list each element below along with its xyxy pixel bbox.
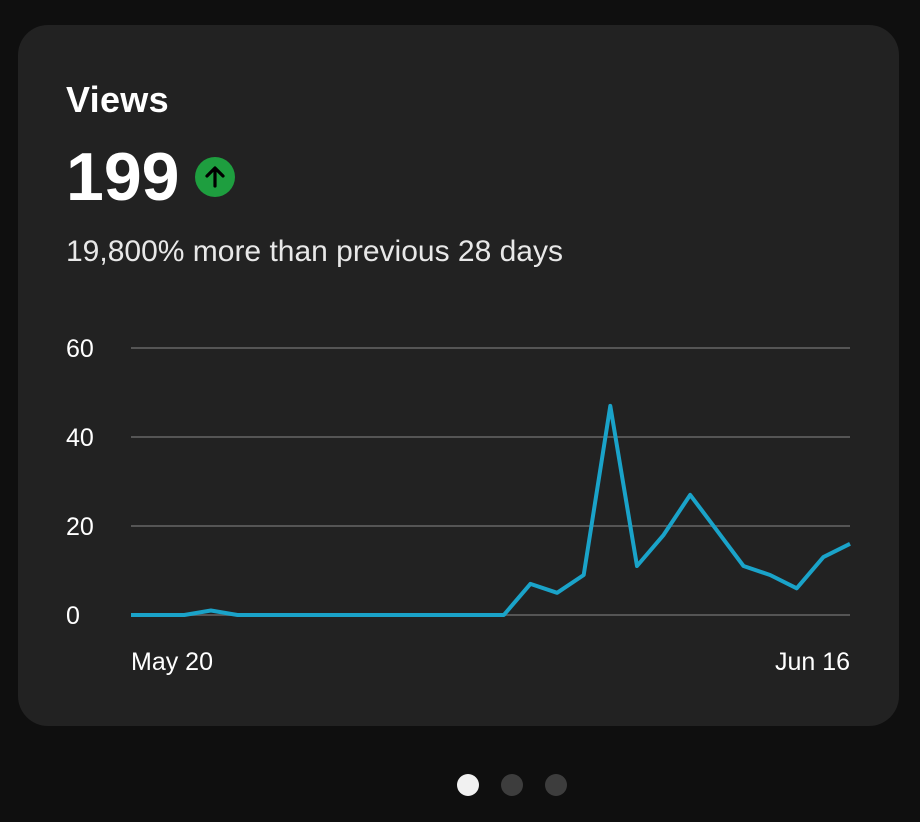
chart-series [131,403,851,617]
x-axis-labels: May 20 Jun 16 [131,648,850,676]
card-title: Views [66,79,169,120]
pagination-dots [457,774,567,796]
views-card[interactable]: Views 199 19,800% more than previous 28 … [18,25,899,726]
y-tick-label: 0 [66,602,80,630]
y-tick-label: 40 [66,424,94,452]
page-dot[interactable] [501,774,523,796]
series-line [131,403,851,617]
page-dot[interactable] [457,774,479,796]
comparison-text: 19,800% more than previous 28 days [66,235,563,268]
x-tick-label: May 20 [131,648,213,676]
chart-gridlines [131,347,850,616]
metric-row: 199 [66,139,236,215]
x-tick-label: Jun 16 [775,648,850,676]
views-count: 199 [66,139,180,215]
y-tick-label: 20 [66,513,94,541]
page-dot[interactable] [545,774,567,796]
arrow-up-icon [195,157,236,197]
y-axis-labels: 0 20 40 60 [66,335,94,630]
views-line-chart: 0 20 40 60 May 20 Jun 16 [66,335,851,676]
y-tick-label: 60 [66,335,94,363]
